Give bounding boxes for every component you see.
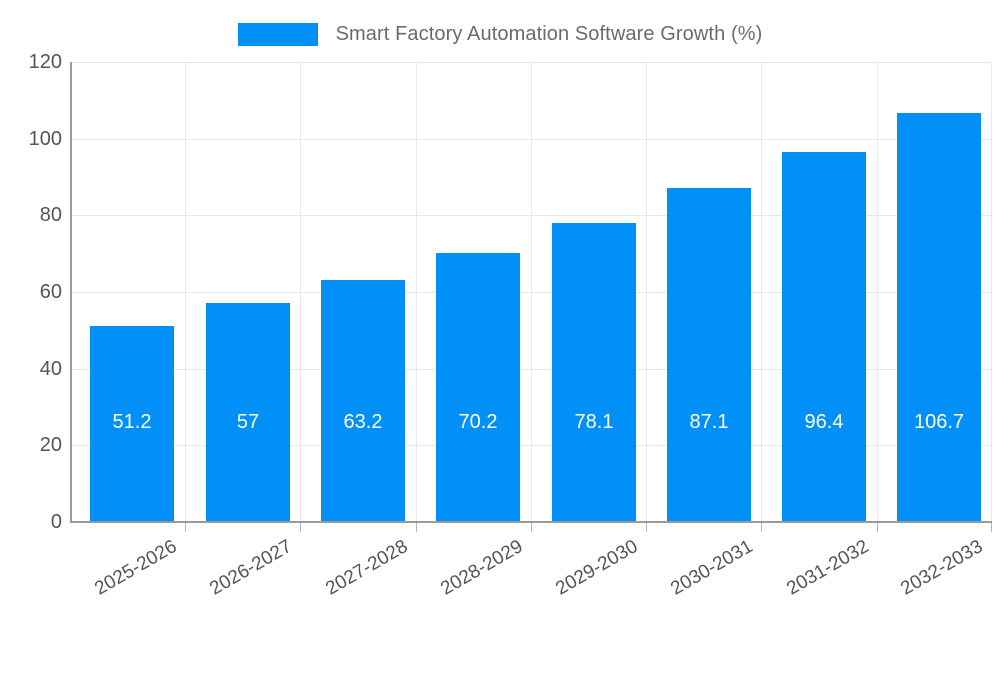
x-tick-mark: [991, 523, 992, 532]
gridline-vertical: [991, 62, 992, 522]
gridline-vertical: [300, 62, 301, 522]
bar[interactable]: 78.1: [552, 223, 636, 522]
x-tick-mark: [877, 523, 878, 532]
bar[interactable]: 51.2: [90, 326, 174, 522]
bar-value-label: 70.2: [458, 411, 498, 433]
x-tick-mark: [531, 523, 532, 532]
bar-value-label: 96.4: [804, 411, 844, 433]
bar[interactable]: 96.4: [782, 152, 866, 522]
bar-chart: Smart Factory Automation Software Growth…: [0, 0, 1000, 600]
bar-value-label: 57: [236, 411, 260, 433]
bar[interactable]: 63.2: [321, 280, 405, 522]
x-tick-mark: [761, 523, 762, 532]
legend-color-swatch: [237, 22, 318, 46]
bar-value-label: 87.1: [689, 411, 729, 433]
bar[interactable]: 87.1: [667, 188, 751, 522]
chart-legend: Smart Factory Automation Software Growth…: [0, 14, 1000, 54]
bar-value-label: 106.7: [913, 411, 965, 433]
bar[interactable]: 106.7: [897, 113, 981, 522]
legend-label: Smart Factory Automation Software Growth…: [335, 22, 763, 45]
y-tick-label: 20: [39, 434, 62, 456]
gridline-vertical: [531, 62, 532, 522]
x-tick-mark: [300, 523, 301, 532]
x-tick-mark: [646, 523, 647, 532]
y-axis-tick-labels: 0 20 40 60 80 100 120: [0, 0, 62, 600]
bar-value-label: 78.1: [574, 411, 614, 433]
bar[interactable]: 57: [206, 303, 290, 522]
gridline-vertical: [646, 62, 647, 522]
bar-value-label: 63.2: [343, 411, 383, 433]
y-tick-label: 100: [28, 128, 62, 150]
y-tick-label: 60: [39, 281, 62, 303]
y-tick-label: 80: [39, 204, 62, 226]
gridline-vertical: [877, 62, 878, 522]
y-axis-line: [70, 62, 72, 523]
bar-value-label: 51.2: [112, 411, 152, 433]
x-tick-mark: [416, 523, 417, 532]
gridline-vertical: [416, 62, 417, 522]
plot-area: 51.2 57 63.2 70.2 78.1 87.1 96.4 106.7: [70, 62, 992, 523]
gridline-vertical: [761, 62, 762, 522]
y-tick-label: 120: [28, 51, 62, 73]
gridline-vertical: [185, 62, 186, 522]
x-tick-mark: [185, 523, 186, 532]
y-tick-label: 40: [39, 358, 62, 380]
bar[interactable]: 70.2: [436, 253, 520, 522]
x-axis-line: [70, 521, 992, 523]
y-tick-label: 0: [50, 511, 62, 533]
